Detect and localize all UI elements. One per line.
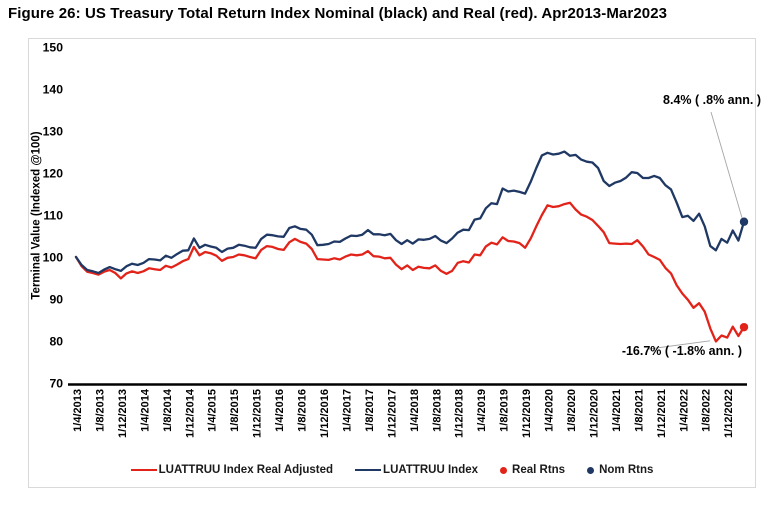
x-tick-label: 1/8/2022	[701, 389, 713, 432]
legend-swatch-dot	[500, 466, 508, 474]
nom-rtns-marker	[739, 217, 749, 226]
x-tick-label: 1/12/2018	[454, 389, 466, 438]
x-tick-label: 1/12/2022	[723, 389, 735, 438]
leader-line-real	[648, 340, 711, 350]
x-tick-label: 1/8/2015	[229, 389, 241, 432]
legend-label: LUATTRUU Index Real Adjusted	[158, 464, 334, 476]
x-tick-label: 1/12/2013	[117, 389, 129, 438]
legend-item: Real Rtns	[500, 464, 565, 476]
legend-label: Real Rtns	[512, 464, 566, 476]
x-tick-label: 1/12/2017	[386, 389, 398, 438]
x-tick-label: 1/12/2021	[656, 389, 668, 438]
x-tick-label: 1/12/2020	[588, 389, 600, 438]
figure-title: Figure 26: US Treasury Total Return Inde…	[8, 5, 668, 22]
x-tick-label: 1/12/2014	[184, 388, 196, 438]
legend-item: LUATTRUU Index Real Adjusted	[130, 464, 334, 476]
x-tick-label: 1/4/2019	[476, 389, 488, 432]
y-tick-label: 140	[43, 83, 64, 97]
x-tick-label: 1/8/2020	[566, 389, 578, 432]
y-tick-label: 130	[43, 125, 64, 139]
legend-item: Nom Rtns	[587, 464, 653, 476]
y-tick-label: 80	[49, 335, 63, 349]
y-tick-label: 90	[49, 293, 63, 307]
series-line-nominal	[74, 150, 746, 275]
x-tick-label: 1/8/2013	[94, 389, 106, 432]
y-tick-label: 100	[43, 251, 64, 265]
x-tick-label: 1/4/2014	[139, 388, 151, 432]
x-tick-label: 1/4/2017	[341, 389, 353, 432]
x-tick-label: 1/4/2018	[409, 389, 421, 432]
x-tick-label: 1/4/2016	[274, 389, 286, 432]
legend-swatch-line	[355, 468, 382, 472]
series-line-real	[74, 201, 746, 343]
chart-frame	[28, 38, 756, 488]
x-tick-label: 1/8/2016	[297, 389, 309, 432]
y-tick-label: 120	[43, 167, 64, 181]
legend-label: Nom Rtns	[599, 464, 654, 476]
x-tick-label: 1/4/2013	[72, 389, 84, 432]
y-tick-label: 110	[43, 209, 63, 223]
x-tick-label: 1/4/2020	[544, 389, 556, 432]
y-tick-label: 150	[43, 41, 64, 55]
legend-label: LUATTRUU Index	[383, 464, 479, 476]
leader-line-nominal	[710, 111, 743, 218]
x-tick-label: 1/12/2015	[252, 389, 264, 438]
chart-legend: LUATTRUU Index Real Adjusted LUATTRUU Ind…	[28, 460, 756, 480]
x-tick-label: 1/8/2017	[364, 389, 376, 432]
x-tick-label: 1/4/2022	[678, 389, 690, 432]
real-rtns-marker	[739, 322, 749, 332]
y-axis-title: Terminal Value (Indexed @100)	[30, 131, 43, 300]
legend-swatch-dot	[587, 466, 595, 474]
legend-swatch-line	[130, 468, 157, 472]
x-tick-label: 1/8/2021	[633, 389, 645, 432]
annotation-real-return: -16.7% ( -1.8% ann. )	[621, 344, 742, 358]
x-tick-label: 1/12/2016	[319, 389, 331, 438]
x-tick-label: 1/8/2018	[431, 389, 443, 432]
x-tick-label: 1/8/2014	[162, 388, 174, 432]
x-tick-label: 1/4/2015	[207, 389, 219, 432]
x-tick-label: 1/8/2019	[499, 389, 511, 432]
y-tick-label: 70	[49, 377, 63, 391]
legend-item: LUATTRUU Index	[355, 464, 478, 476]
x-tick-label: 1/4/2021	[611, 389, 623, 432]
x-tick-label: 1/12/2019	[521, 389, 533, 438]
annotation-nominal-return: 8.4% ( .8% ann. )	[663, 93, 761, 107]
